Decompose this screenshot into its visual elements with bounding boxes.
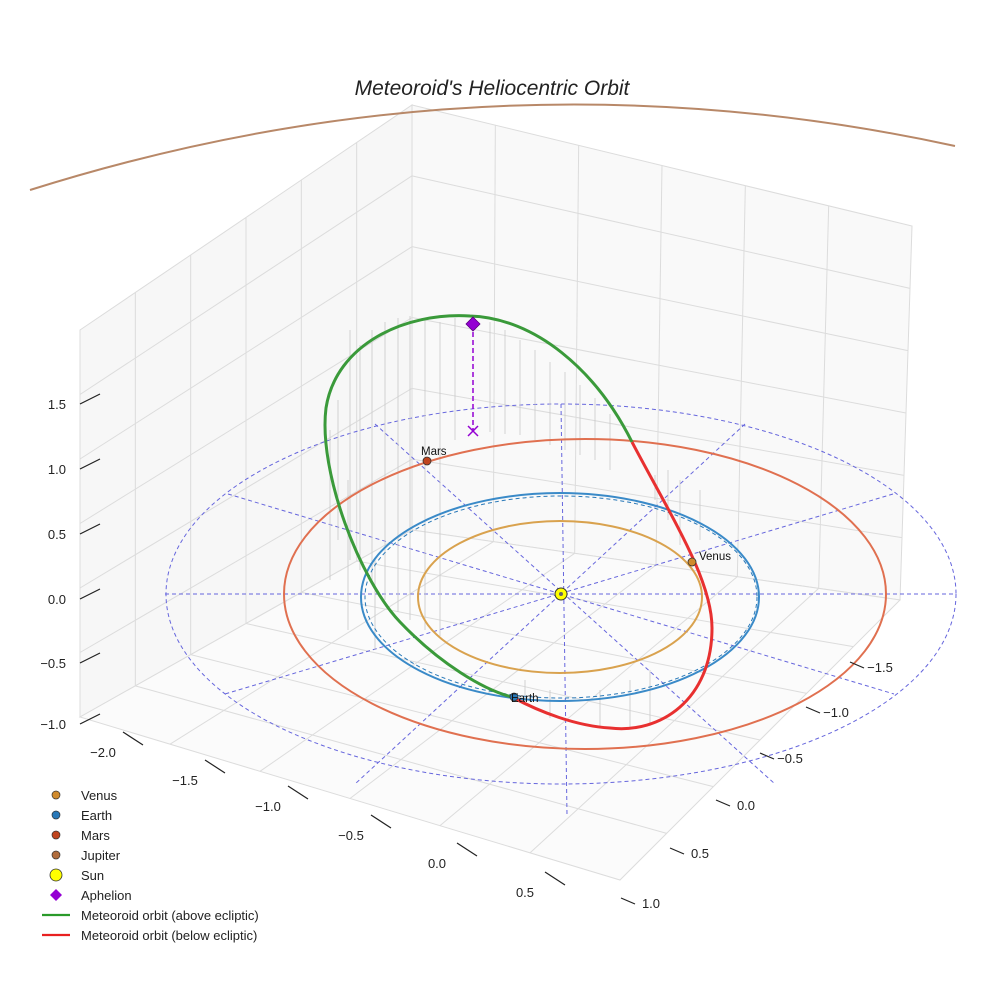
- y-tick-label: −0.5: [777, 751, 803, 766]
- legend-item: Meteoroid orbit (above ecliptic): [42, 908, 259, 923]
- right-wall-gridline: [655, 165, 663, 566]
- legend-label: Meteoroid orbit (below ecliptic): [81, 928, 257, 943]
- right-wall-gridline: [818, 205, 830, 589]
- left-wall-gridline: [79, 387, 413, 589]
- legend-label: Earth: [81, 808, 112, 823]
- z-tick-mark: [79, 523, 101, 535]
- aphelion-marker: [465, 316, 481, 332]
- venus-label: Venus: [699, 551, 731, 563]
- legend-label: Aphelion: [81, 888, 132, 903]
- ecliptic-spoke: [227, 493, 895, 695]
- right-wall-gridline: [492, 125, 496, 542]
- earth-label: Earth: [511, 693, 539, 705]
- aphelion-ecliptic-cross: [467, 425, 479, 437]
- mars-orbit: [283, 438, 887, 750]
- x-tick-mark: [287, 785, 309, 800]
- x-tick-mark: [204, 759, 226, 774]
- legend-sun-marker: [49, 868, 63, 882]
- y-tick-mark: [805, 706, 821, 714]
- x-tick-label: −2.0: [90, 745, 116, 760]
- mars-marker: [422, 456, 432, 466]
- legend-item: Mars: [51, 828, 110, 843]
- y-tick-mark: [849, 661, 865, 669]
- z-tick-label: −1.0: [40, 717, 66, 732]
- floor-gridline: [529, 587, 820, 854]
- legend-circle-marker: [51, 850, 61, 860]
- legend-label: Mars: [81, 828, 110, 843]
- legend-label: Sun: [81, 868, 104, 883]
- earth-orbit-trace: [364, 495, 758, 699]
- x-tick-mark: [544, 871, 566, 886]
- legend-circle-marker: [51, 810, 61, 820]
- legend-item: Aphelion: [50, 888, 132, 903]
- y-tick-label: 0.0: [737, 798, 755, 813]
- legend-item: Jupiter: [51, 848, 121, 863]
- y-tick-label: −1.0: [823, 705, 849, 720]
- left-wall-gridline: [79, 175, 413, 395]
- venus-marker: [687, 557, 697, 567]
- z-tick-mark: [79, 393, 101, 405]
- earth-orbit: [360, 492, 760, 702]
- earth-marker: [509, 692, 519, 702]
- meteoroid-orbit-below-ecliptic: [511, 441, 714, 731]
- legend-label: Venus: [81, 788, 118, 803]
- x-tick-label: 0.0: [428, 856, 446, 871]
- legend-item: Sun: [49, 868, 104, 883]
- z-tick-mark: [79, 652, 101, 664]
- sun-core: [559, 592, 563, 596]
- legend-item: Earth: [51, 808, 112, 823]
- y-tick-label: −1.5: [867, 660, 893, 675]
- z-tick-label: 0.5: [48, 527, 66, 542]
- x-tick-mark: [456, 842, 478, 857]
- ecliptic-spoke: [560, 403, 568, 816]
- z-tick-mark: [79, 713, 101, 725]
- legend-item: Venus: [51, 788, 118, 803]
- left-wall-gridline: [79, 246, 413, 460]
- y-tick-label: 0.5: [691, 846, 709, 861]
- z-tick-mark: [79, 588, 101, 600]
- y-tick-mark: [620, 897, 636, 905]
- x-tick-label: −1.0: [255, 799, 281, 814]
- mars-label: Mars: [421, 446, 447, 458]
- right-wall-gridline: [574, 145, 580, 554]
- left-wall-gridline: [79, 458, 413, 653]
- z-axis: 1.5 1.0 0.5 0.0 −0.5 −1.0: [40, 393, 101, 732]
- z-tick-mark: [79, 458, 101, 470]
- legend-diamond-marker: [50, 889, 62, 901]
- z-tick-label: −0.5: [40, 656, 66, 671]
- chart-title: Meteoroid's Heliocentric Orbit: [355, 77, 631, 100]
- meteoroid-orbit-above-ecliptic: [323, 314, 634, 699]
- venus-orbit: [417, 520, 703, 674]
- x-axis: −2.0 −1.5 −1.0 −0.5 0.0 0.5: [90, 731, 566, 900]
- right-wall-gridline: [736, 185, 746, 577]
- x-tick-label: 0.5: [516, 885, 534, 900]
- y-tick-mark: [715, 799, 731, 807]
- x-tick-mark: [122, 731, 144, 746]
- jupiter-orbit-arc: [29, 103, 956, 191]
- z-tick-label: 1.0: [48, 462, 66, 477]
- legend-label: Meteoroid orbit (above ecliptic): [81, 908, 259, 923]
- z-tick-label: 1.5: [48, 397, 66, 412]
- x-tick-mark: [370, 814, 392, 829]
- legend: Venus Earth Mars Jupiter Sun Aphelion Meteoroi…: [42, 788, 259, 943]
- legend-item: Meteoroid orbit (below ecliptic): [42, 928, 257, 943]
- y-tick-mark: [669, 847, 685, 855]
- x-tick-label: −0.5: [338, 828, 364, 843]
- x-tick-label: −1.5: [172, 773, 198, 788]
- ecliptic-spoke: [224, 493, 894, 695]
- legend-label: Jupiter: [81, 848, 121, 863]
- axis-panes: [78, 104, 913, 881]
- y-tick-label: 1.0: [642, 896, 660, 911]
- ecliptic-spoke: [374, 423, 776, 785]
- legend-circle-marker: [51, 830, 61, 840]
- legend-circle-marker: [51, 790, 61, 800]
- y-tick-mark: [759, 752, 775, 760]
- y-axis: −1.5 −1.0 −0.5 0.0 0.5 1.0: [620, 660, 893, 911]
- z-tick-label: 0.0: [48, 592, 66, 607]
